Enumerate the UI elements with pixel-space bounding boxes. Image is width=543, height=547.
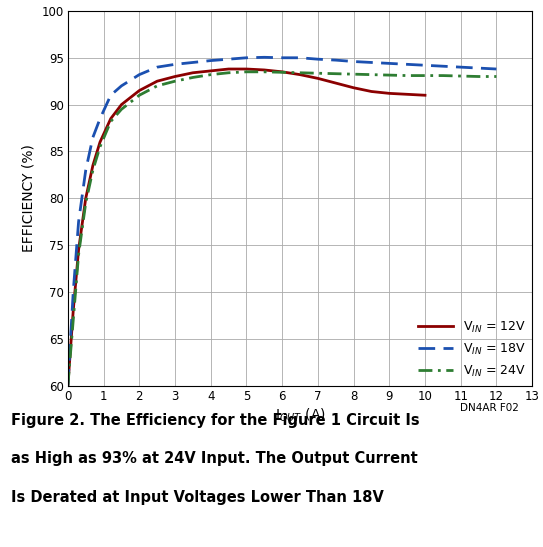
V$_{IN}$ = 24V: [75, 251, 82, 258]
V$_{IN}$ = 12V: [118, 101, 125, 108]
Text: Is Derated at Input Voltages Lower Than 18V: Is Derated at Input Voltages Lower Than …: [11, 490, 384, 504]
V$_{IN}$ = 12V: [368, 88, 375, 95]
V$_{IN}$ = 24V: [279, 69, 286, 75]
V$_{IN}$ = 24V: [422, 72, 428, 79]
V$_{IN}$ = 24V: [65, 382, 71, 389]
V$_{IN}$ = 24V: [350, 71, 357, 78]
V$_{IN}$ = 12V: [332, 80, 339, 86]
V$_{IN}$ = 12V: [261, 67, 268, 73]
V$_{IN}$ = 24V: [440, 72, 446, 79]
V$_{IN}$ = 18V: [422, 62, 428, 68]
V$_{IN}$ = 12V: [296, 71, 303, 78]
V$_{IN}$ = 12V: [386, 90, 393, 97]
V$_{IN}$ = 12V: [207, 68, 214, 74]
Legend: V$_{IN}$ = 12V, V$_{IN}$ = 18V, V$_{IN}$ = 24V: V$_{IN}$ = 12V, V$_{IN}$ = 18V, V$_{IN}$…: [418, 321, 526, 380]
Line: V$_{IN}$ = 12V: V$_{IN}$ = 12V: [68, 69, 425, 386]
Text: Figure 2. The Efficiency for the Figure 1 Circuit Is: Figure 2. The Efficiency for the Figure …: [11, 413, 420, 428]
V$_{IN}$ = 18V: [475, 65, 482, 71]
V$_{IN}$ = 12V: [404, 91, 411, 97]
V$_{IN}$ = 24V: [404, 72, 411, 79]
V$_{IN}$ = 12V: [97, 139, 103, 146]
V$_{IN}$ = 12V: [136, 88, 143, 94]
V$_{IN}$ = 18V: [65, 382, 71, 389]
V$_{IN}$ = 24V: [207, 71, 214, 78]
V$_{IN}$ = 18V: [350, 58, 357, 65]
V$_{IN}$ = 18V: [404, 61, 411, 68]
V$_{IN}$ = 24V: [261, 68, 268, 75]
V$_{IN}$ = 24V: [136, 92, 143, 98]
V$_{IN}$ = 18V: [386, 60, 393, 67]
V$_{IN}$ = 18V: [172, 61, 178, 68]
V$_{IN}$ = 24V: [225, 69, 232, 76]
V$_{IN}$ = 12V: [75, 247, 82, 253]
V$_{IN}$ = 18V: [457, 64, 464, 71]
V$_{IN}$ = 12V: [172, 73, 178, 80]
V$_{IN}$ = 12V: [90, 162, 96, 169]
V$_{IN}$ = 18V: [118, 83, 125, 89]
V$_{IN}$ = 24V: [296, 69, 303, 76]
V$_{IN}$ = 18V: [90, 134, 96, 141]
V$_{IN}$ = 12V: [422, 92, 428, 98]
V$_{IN}$ = 18V: [97, 115, 103, 122]
V$_{IN}$ = 24V: [108, 118, 114, 125]
V$_{IN}$ = 12V: [279, 68, 286, 75]
Line: V$_{IN}$ = 18V: V$_{IN}$ = 18V: [68, 57, 496, 386]
V$_{IN}$ = 18V: [190, 59, 196, 66]
V$_{IN}$ = 12V: [225, 66, 232, 72]
V$_{IN}$ = 12V: [190, 69, 196, 76]
V$_{IN}$ = 24V: [493, 73, 500, 80]
V$_{IN}$ = 12V: [65, 382, 71, 389]
V$_{IN}$ = 18V: [368, 59, 375, 66]
V$_{IN}$ = 24V: [97, 143, 103, 150]
Line: V$_{IN}$ = 24V: V$_{IN}$ = 24V: [68, 72, 496, 386]
V$_{IN}$ = 12V: [70, 307, 77, 314]
V$_{IN}$ = 24V: [154, 83, 160, 89]
V$_{IN}$ = 18V: [243, 55, 250, 61]
V$_{IN}$ = 18V: [108, 92, 114, 98]
V$_{IN}$ = 24V: [457, 73, 464, 79]
V$_{IN}$ = 18V: [314, 56, 321, 62]
V$_{IN}$ = 18V: [154, 64, 160, 71]
V$_{IN}$ = 24V: [118, 106, 125, 113]
V$_{IN}$ = 12V: [314, 75, 321, 82]
V$_{IN}$ = 12V: [154, 78, 160, 84]
V$_{IN}$ = 24V: [190, 74, 196, 81]
V$_{IN}$ = 24V: [386, 72, 393, 78]
V$_{IN}$ = 24V: [314, 70, 321, 77]
V$_{IN}$ = 18V: [296, 55, 303, 61]
V$_{IN}$ = 12V: [83, 195, 89, 202]
V$_{IN}$ = 24V: [243, 68, 250, 75]
V$_{IN}$ = 18V: [207, 57, 214, 64]
V$_{IN}$ = 18V: [83, 167, 89, 173]
V$_{IN}$ = 24V: [475, 73, 482, 80]
V$_{IN}$ = 24V: [172, 78, 178, 84]
V$_{IN}$ = 24V: [90, 167, 96, 173]
V$_{IN}$ = 18V: [136, 71, 143, 78]
V$_{IN}$ = 18V: [279, 55, 286, 61]
V$_{IN}$ = 24V: [368, 71, 375, 78]
V$_{IN}$ = 18V: [261, 54, 268, 61]
X-axis label: I$_{OUT}$ (A): I$_{OUT}$ (A): [275, 407, 325, 424]
V$_{IN}$ = 24V: [83, 200, 89, 206]
V$_{IN}$ = 18V: [332, 57, 339, 63]
V$_{IN}$ = 18V: [70, 289, 77, 295]
V$_{IN}$ = 18V: [225, 56, 232, 62]
V$_{IN}$ = 24V: [332, 71, 339, 77]
V$_{IN}$ = 12V: [243, 66, 250, 72]
V$_{IN}$ = 18V: [440, 63, 446, 69]
V$_{IN}$ = 18V: [75, 218, 82, 225]
Text: DN4AR F02: DN4AR F02: [460, 403, 519, 413]
V$_{IN}$ = 18V: [493, 66, 500, 72]
Text: as High as 93% at 24V Input. The Output Current: as High as 93% at 24V Input. The Output …: [11, 451, 418, 466]
V$_{IN}$ = 12V: [108, 115, 114, 122]
Y-axis label: EFFICIENCY (%): EFFICIENCY (%): [22, 144, 36, 252]
V$_{IN}$ = 12V: [350, 84, 357, 91]
V$_{IN}$ = 24V: [70, 317, 77, 323]
